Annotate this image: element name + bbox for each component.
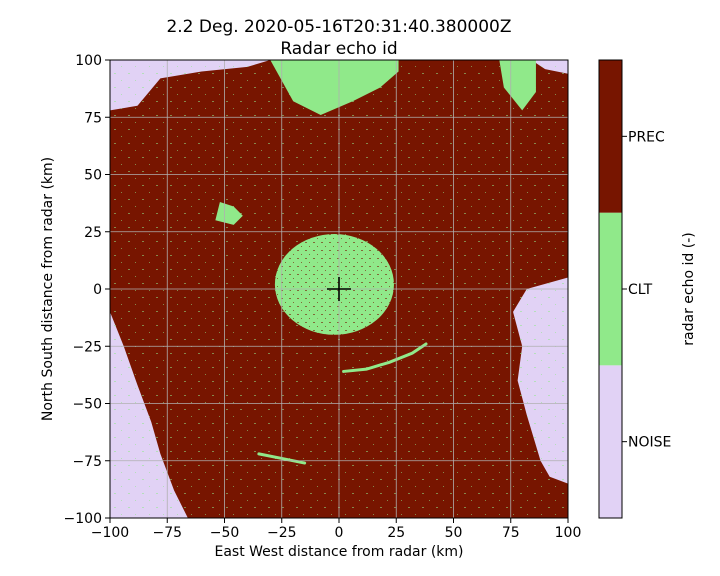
y-tick-label-8: 100: [75, 53, 102, 69]
x-tick-label-6: 50: [445, 525, 463, 541]
x-tick-label-4: 0: [335, 525, 344, 541]
y-axis-label: North South distance from radar (km): [40, 157, 56, 421]
x-tick-label-8: 100: [555, 525, 582, 541]
y-axis-ticks: −100 −75 −50 −25 0 25 50 75 100: [64, 53, 110, 527]
y-tick-label-2: −50: [72, 397, 102, 413]
x-tick-label-0: −100: [91, 525, 129, 541]
y-tick-label-7: 75: [84, 110, 102, 126]
colorbar-segment-clt: [599, 212, 622, 366]
plot-area: [109, 59, 569, 519]
x-tick-label-2: −50: [210, 525, 240, 541]
colorbar-segment-prec: [599, 60, 622, 213]
x-tick-label-3: −25: [267, 525, 297, 541]
x-tick-label-5: 25: [387, 525, 405, 541]
colorbar-segment-noise: [599, 365, 622, 518]
y-tick-label-0: −100: [64, 511, 102, 527]
colorbar-label-prec: PREC: [628, 129, 665, 145]
radar-marker-group: [327, 277, 351, 301]
y-tick-label-1: −75: [72, 454, 102, 470]
x-axis-ticks: −100 −75 −50 −25 0 25 50 75 100: [91, 518, 582, 541]
colorbar: NOISE CLT PREC: [598, 59, 671, 519]
x-tick-label-1: −75: [152, 525, 182, 541]
grid-lines: [110, 60, 568, 518]
y-tick-label-3: −25: [72, 339, 102, 355]
chart-title: 2.2 Deg. 2020-05-16T20:31:40.380000Z: [166, 17, 511, 37]
colorbar-label: radar echo id (-): [681, 232, 697, 345]
x-axis-label: East West distance from radar (km): [214, 544, 463, 560]
colorbar-label-noise: NOISE: [628, 435, 671, 451]
y-tick-label-4: 0: [93, 282, 102, 298]
y-tick-label-6: 50: [84, 168, 102, 184]
colorbar-label-clt: CLT: [628, 282, 653, 298]
y-tick-label-5: 25: [84, 225, 102, 241]
chart-subtitle: Radar echo id: [280, 39, 397, 59]
x-tick-label-7: 75: [502, 525, 520, 541]
colorbar-frame: [598, 59, 623, 519]
